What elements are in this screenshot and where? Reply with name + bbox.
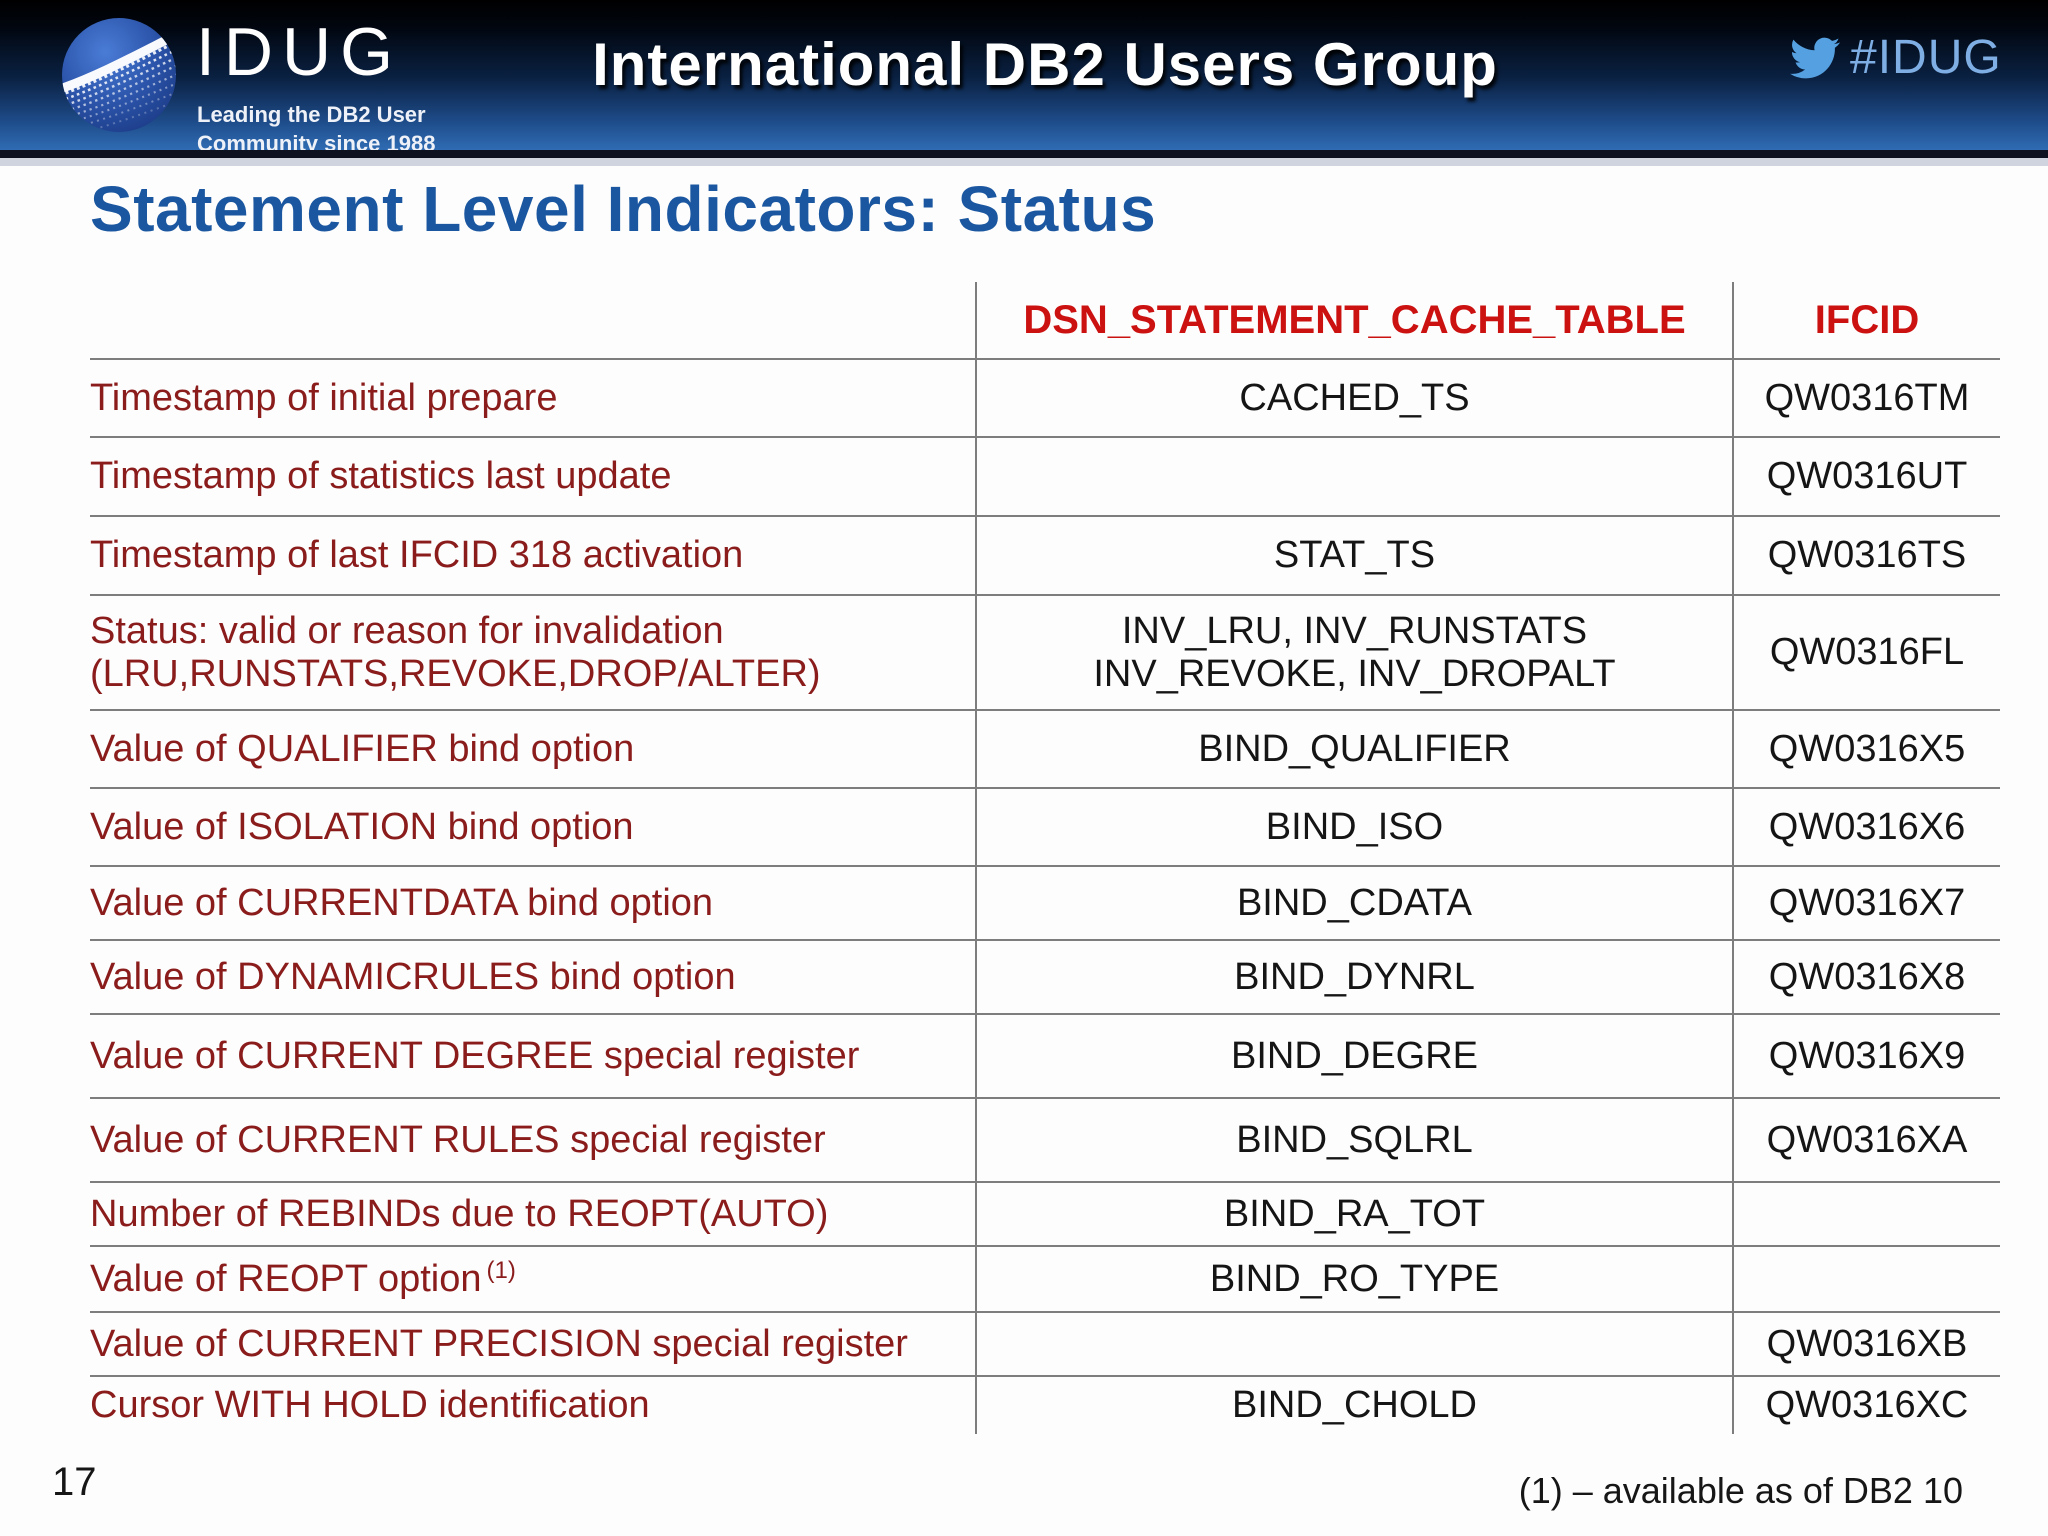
cache-column-cell: STAT_TS bbox=[976, 515, 1734, 595]
ifcid-cell: QW0316X5 bbox=[1733, 709, 2000, 788]
twitter-bird-icon bbox=[1790, 37, 1840, 78]
table-row: Value of QUALIFIER bind option BIND_QUAL… bbox=[90, 709, 2000, 788]
table-row: Value of ISOLATION bind option BIND_ISO … bbox=[90, 787, 2000, 866]
cache-column-cell: BIND_QUALIFIER bbox=[976, 709, 1734, 788]
table-row: Timestamp of statistics last update QW03… bbox=[90, 436, 2000, 516]
row-label-cell: Value of REOPT option (1) bbox=[90, 1245, 977, 1312]
table-row: Value of CURRENT RULES special register … bbox=[90, 1097, 2000, 1182]
ifcid-cell: QW0316X9 bbox=[1733, 1013, 2000, 1098]
banner-title: International DB2 Users Group bbox=[592, 31, 1498, 98]
ifcid-cell: QW0316XB bbox=[1733, 1311, 2000, 1376]
cache-column-cell bbox=[976, 1311, 1734, 1376]
column-header-ifcid: IFCID bbox=[1814, 297, 1920, 342]
page-title: Statement Level Indicators: Status bbox=[90, 173, 1157, 245]
ifcid-cell: QW0316X8 bbox=[1733, 939, 2000, 1014]
ifcid-cell: QW0316TS bbox=[1733, 515, 2000, 595]
ifcid-cell: QW0316X7 bbox=[1733, 865, 2000, 940]
table-row: Value of CURRENTDATA bind option BIND_CD… bbox=[90, 865, 2000, 940]
table-header-row: DSN_STATEMENT_CACHE_TABLE IFCID bbox=[90, 282, 2000, 359]
cache-column-cell: INV_LRU, INV_RUNSTATS INV_REVOKE, INV_DR… bbox=[976, 594, 1734, 710]
banner-dark-divider bbox=[0, 150, 2048, 158]
table-row: Value of CURRENT DEGREE special register… bbox=[90, 1013, 2000, 1098]
ifcid-cell: QW0316XC bbox=[1733, 1375, 2000, 1434]
row-label-cell: Cursor WITH HOLD identification bbox=[90, 1375, 977, 1434]
page-number: 17 bbox=[52, 1460, 97, 1504]
row-label-cell: Value of CURRENTDATA bind option bbox=[90, 865, 977, 940]
table-row: Value of CURRENT PRECISION special regis… bbox=[90, 1311, 2000, 1376]
ifcid-cell bbox=[1733, 1245, 2000, 1312]
row-label-cell: Value of ISOLATION bind option bbox=[90, 787, 977, 866]
row-label-cell: Timestamp of initial prepare bbox=[90, 358, 977, 437]
row-label-cell: Value of CURRENT DEGREE special register bbox=[90, 1013, 977, 1098]
cache-column-cell: BIND_ISO bbox=[976, 787, 1734, 866]
ifcid-cell: QW0316FL bbox=[1733, 594, 2000, 710]
row-label-cell: Timestamp of last IFCID 318 activation bbox=[90, 515, 977, 595]
table-body: Timestamp of initial prepare CACHED_TS Q… bbox=[90, 358, 2000, 1434]
row-label-cell: Number of REBINDs due to REOPT(AUTO) bbox=[90, 1181, 977, 1246]
row-label-cell: Value of CURRENT PRECISION special regis… bbox=[90, 1311, 977, 1376]
twitter-hashtag-group: #IDUG bbox=[1786, 30, 2002, 85]
row-label-cell: Value of CURRENT RULES special register bbox=[90, 1097, 977, 1182]
ifcid-cell: QW0316X6 bbox=[1733, 787, 2000, 866]
cache-column-cell: CACHED_TS bbox=[976, 358, 1734, 437]
banner: IDUG Leading the DB2 User Community sinc… bbox=[0, 0, 2048, 156]
row-label-cell: Timestamp of statistics last update bbox=[90, 436, 977, 516]
idug-logo-globe-icon bbox=[62, 18, 176, 132]
idug-logo-wordmark: IDUG bbox=[196, 14, 402, 90]
footnote: (1) – available as of DB2 10 bbox=[1518, 1470, 1963, 1511]
table-row: Value of REOPT option (1) BIND_RO_TYPE bbox=[90, 1245, 2000, 1312]
row-label-cell: Value of DYNAMICRULES bind option bbox=[90, 939, 977, 1014]
cache-column-cell: BIND_DEGRE bbox=[976, 1013, 1734, 1098]
table-row: Number of REBINDs due to REOPT(AUTO) BIN… bbox=[90, 1181, 2000, 1246]
cache-column-cell: BIND_CDATA bbox=[976, 865, 1734, 940]
banner-light-divider bbox=[0, 158, 2048, 166]
indicator-table-container: DSN_STATEMENT_CACHE_TABLE IFCID Timestam… bbox=[90, 282, 2000, 1434]
table-row: Status: valid or reason for invalidation… bbox=[90, 594, 2000, 710]
indicator-table: DSN_STATEMENT_CACHE_TABLE IFCID Timestam… bbox=[90, 282, 2000, 1434]
table-row: Value of DYNAMICRULES bind option BIND_D… bbox=[90, 939, 2000, 1014]
table-row: Cursor WITH HOLD identification BIND_CHO… bbox=[90, 1375, 2000, 1434]
table-row: Timestamp of last IFCID 318 activation S… bbox=[90, 515, 2000, 595]
footnote-marker: (1) bbox=[486, 1256, 516, 1284]
row-label-cell: Value of QUALIFIER bind option bbox=[90, 709, 977, 788]
column-header-cache-table: DSN_STATEMENT_CACHE_TABLE bbox=[976, 282, 1734, 359]
cache-column-cell: BIND_RA_TOT bbox=[976, 1181, 1734, 1246]
ifcid-cell bbox=[1733, 1181, 2000, 1246]
cache-column-cell bbox=[976, 436, 1734, 516]
cache-column-cell: BIND_DYNRL bbox=[976, 939, 1734, 1014]
column-header-description bbox=[90, 282, 977, 359]
ifcid-cell: QW0316XA bbox=[1733, 1097, 2000, 1182]
cache-column-cell: BIND_CHOLD bbox=[976, 1375, 1734, 1434]
ifcid-cell: QW0316TM bbox=[1733, 358, 2000, 437]
cache-column-cell: BIND_SQLRL bbox=[976, 1097, 1734, 1182]
twitter-hashtag-label: #IDUG bbox=[1850, 31, 2002, 84]
table-row: Timestamp of initial prepare CACHED_TS Q… bbox=[90, 358, 2000, 437]
cache-column-cell: BIND_RO_TYPE bbox=[976, 1245, 1734, 1312]
ifcid-cell: QW0316UT bbox=[1733, 436, 2000, 516]
row-label-cell: Status: valid or reason for invalidation… bbox=[90, 594, 977, 710]
